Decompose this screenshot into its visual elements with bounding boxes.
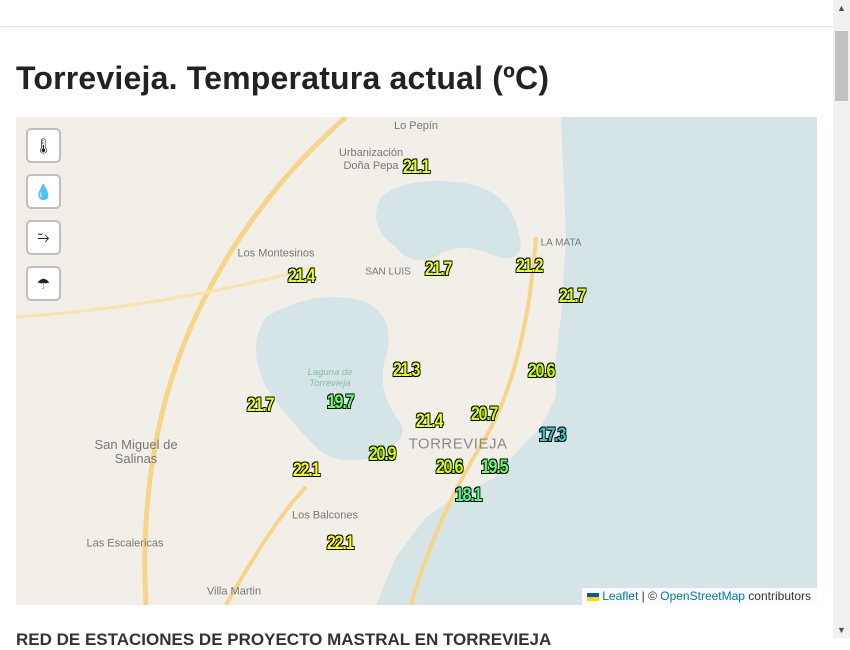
leaflet-link[interactable]: Leaflet xyxy=(602,589,639,603)
scrollbar-thumb[interactable] xyxy=(835,31,848,101)
station-marker[interactable]: 20.6 xyxy=(527,361,555,383)
station-marker[interactable]: 22.1 xyxy=(292,460,320,482)
station-marker[interactable]: 21.2 xyxy=(515,256,543,278)
laguna-la-mata xyxy=(376,181,521,261)
attribution-separator: | © xyxy=(638,589,661,603)
temperature-map[interactable]: 🌡 💧 ⥲ ☂ Urbanización Lo Pepín Urbanizaci… xyxy=(16,117,817,605)
osm-link[interactable]: OpenStreetMap xyxy=(660,589,745,603)
scroll-up-icon[interactable]: ▲ xyxy=(837,3,846,13)
map-attribution: Leaflet | © OpenStreetMap contributors xyxy=(582,588,817,605)
place-los-montesinos: Los Montesinos xyxy=(237,247,315,260)
station-marker[interactable]: 21.4 xyxy=(287,266,315,288)
place-torrevieja: TORREVIEJA xyxy=(408,435,508,453)
umbrella-icon[interactable]: ☂ xyxy=(26,266,61,301)
humidity-drop-icon[interactable]: 💧 xyxy=(26,174,61,209)
station-marker[interactable]: 21.1 xyxy=(402,157,430,179)
laguna-torrevieja xyxy=(256,297,403,461)
place-san-miguel: San Miguel de Salinas xyxy=(94,437,178,466)
map-tiles xyxy=(16,117,817,605)
station-marker[interactable]: 20.9 xyxy=(368,444,396,466)
page-scrollbar[interactable]: ▲ ▼ xyxy=(833,0,850,638)
place-la-mata: LA MATA xyxy=(540,237,582,249)
station-marker[interactable]: 21.4 xyxy=(415,411,443,433)
station-marker[interactable]: 20.6 xyxy=(435,457,463,479)
page-title: Torrevieja. Temperatura actual (ºC) xyxy=(16,60,550,96)
station-marker[interactable]: 20.7 xyxy=(470,404,498,426)
ukraine-flag-icon xyxy=(587,592,600,601)
station-marker[interactable]: 22.1 xyxy=(326,533,354,555)
sea xyxy=(376,117,817,605)
station-marker[interactable]: 21.7 xyxy=(246,395,274,417)
place-los-balcones: Los Balcones xyxy=(291,509,359,522)
place-dona-pepa: Urbanización Doña Pepa xyxy=(338,147,404,172)
station-marker[interactable]: 21.7 xyxy=(424,259,452,281)
top-header-bar xyxy=(0,0,833,27)
station-marker[interactable]: 19.5 xyxy=(480,457,508,479)
station-marker[interactable]: 17.3 xyxy=(538,425,566,447)
station-marker[interactable]: 18.1 xyxy=(454,485,482,507)
place-san-luis: SAN LUIS xyxy=(365,266,411,278)
section-heading: RED DE ESTACIONES DE PROYECTO MASTRAL EN… xyxy=(16,630,552,649)
place-laguna: Laguna de Torrevieja xyxy=(307,367,353,389)
scroll-down-icon[interactable]: ▼ xyxy=(837,625,846,635)
station-marker[interactable]: 19.7 xyxy=(326,392,354,414)
station-marker[interactable]: 21.7 xyxy=(558,286,586,308)
station-marker[interactable]: 21.3 xyxy=(392,360,420,382)
thermometer-icon[interactable]: 🌡 xyxy=(26,128,61,163)
place-escalericas: Las Escalericas xyxy=(86,537,164,550)
wind-icon[interactable]: ⥲ xyxy=(26,220,61,255)
place-villa-martin: Villa Martin xyxy=(206,585,262,598)
place-lo-pepin: Urbanización Lo Pepín xyxy=(384,117,448,132)
attribution-contributors: contributors xyxy=(744,589,811,603)
